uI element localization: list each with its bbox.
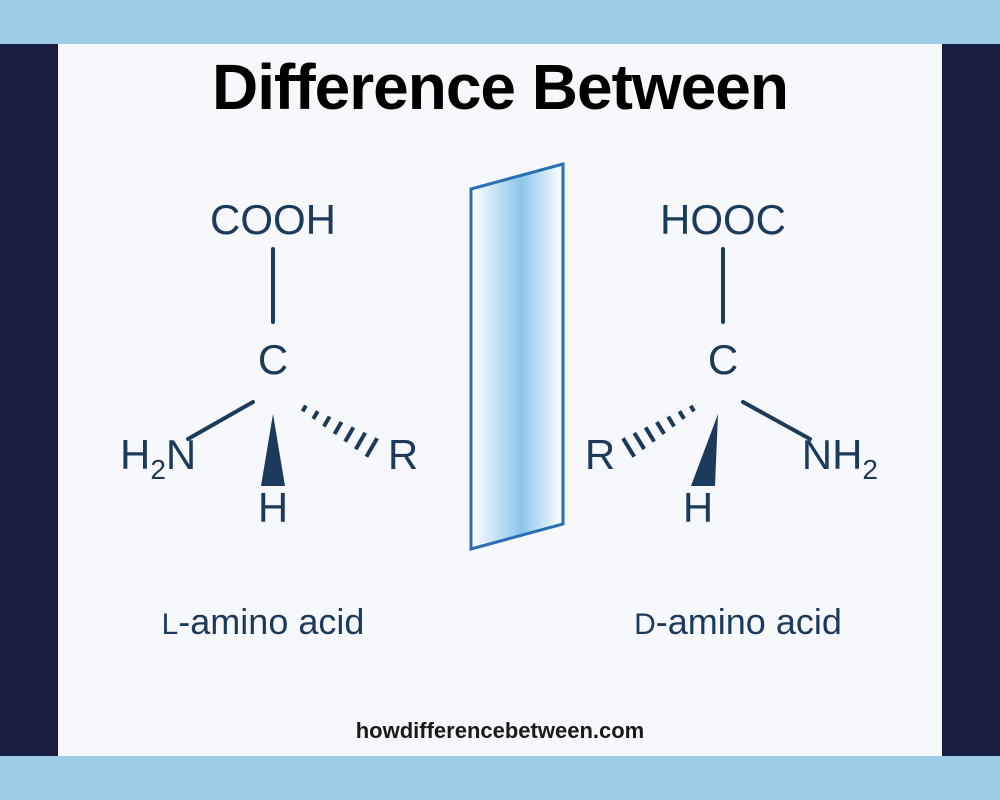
l-r-label: R	[388, 431, 418, 478]
footer-watermark: howdifferencebetween.com	[58, 718, 942, 744]
l-wedge-hash	[303, 406, 378, 457]
top-frame-bar	[0, 0, 1000, 44]
left-molecule: COOH C H2N R H	[120, 196, 418, 642]
chemistry-svg: COOH C H2N R H	[58, 44, 942, 756]
l-center-carbon: C	[258, 336, 288, 383]
l-caption: L-amino acid	[162, 601, 365, 642]
l-cooh-label: COOH	[210, 196, 336, 243]
l-wedge-solid	[261, 414, 285, 486]
l-h-label: H	[258, 484, 288, 531]
r-wedge-hash	[623, 406, 694, 457]
r-nh2-label: NH2	[802, 431, 878, 485]
r-caption: D-amino acid	[634, 601, 842, 642]
right-molecule: HOOC C NH2 R H D-amino acid	[585, 196, 878, 642]
mirror-plane	[471, 164, 563, 549]
r-hooc-label: HOOC	[660, 196, 786, 243]
outer-frame: Difference Between COOH C	[0, 0, 1000, 800]
diagram-canvas: Difference Between COOH C	[58, 44, 942, 756]
l-h2n-label: H2N	[120, 431, 196, 485]
r-bond-right	[743, 402, 810, 439]
r-center-carbon: C	[708, 336, 738, 383]
right-frame-bar	[942, 44, 1000, 756]
l-bond-left	[188, 402, 253, 439]
r-r-label: R	[585, 431, 615, 478]
left-frame-bar	[0, 44, 58, 756]
r-wedge-solid	[691, 414, 718, 486]
r-h-label: H	[683, 484, 713, 531]
bottom-frame-bar	[0, 756, 1000, 800]
